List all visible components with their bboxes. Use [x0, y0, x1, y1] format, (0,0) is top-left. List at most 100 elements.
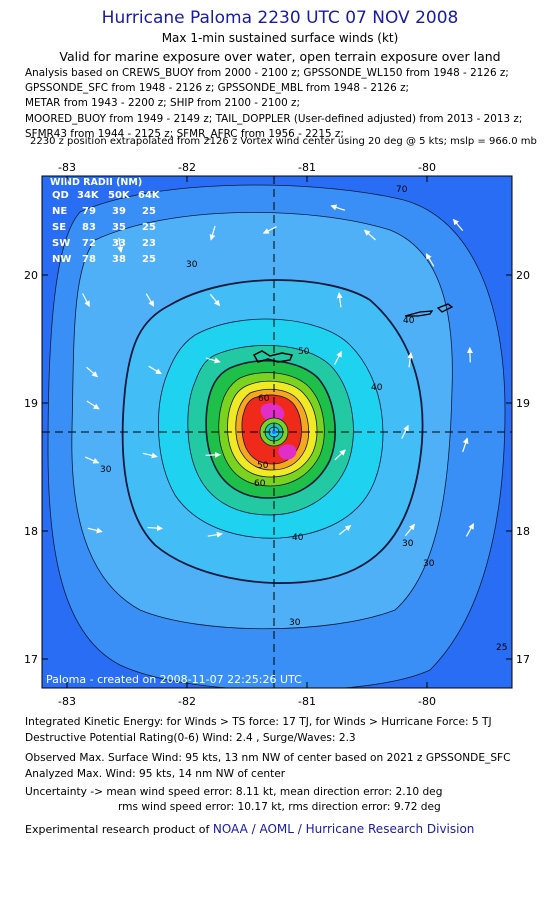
lat-tick-right: 20	[516, 269, 530, 282]
wind-vectors	[82, 204, 475, 538]
wind-radii-value: 79	[82, 206, 96, 217]
lon-tick-bottom: -81	[298, 695, 316, 708]
core-max-wind	[260, 403, 285, 423]
wind-radii-value: 23	[142, 238, 156, 249]
wind-vector	[334, 350, 342, 365]
wind-vector	[87, 527, 103, 534]
wind-vector	[262, 226, 277, 234]
position-note: 2230 z position extrapolated from 2126 z…	[30, 136, 537, 147]
wind-vector	[330, 204, 346, 211]
analysis-line: Analysis based on CREWS_BUOY from 2000 -…	[25, 67, 509, 79]
contour-label: 30	[186, 260, 198, 270]
lon-tick-top: -83	[58, 161, 76, 174]
wind-vector	[145, 293, 155, 307]
analyzed-max-line: Analyzed Max. Wind: 95 kts, 14 nm NW of …	[25, 768, 286, 780]
wind-radii-value: 78	[82, 254, 96, 265]
wind-radii-quadrant: SE	[52, 222, 66, 233]
uncertainty-line: Uncertainty -> mean wind speed error: 8.…	[25, 786, 443, 798]
wind-vector	[147, 525, 163, 532]
wind-radii-quadrant: NE	[52, 206, 67, 217]
wind-radii-header: QD	[52, 190, 69, 201]
wind-radii-value: 25	[142, 206, 156, 217]
island-cayman-brac	[404, 303, 454, 317]
wind-radii-value: 39	[112, 206, 126, 217]
lon-tick-top: -82	[178, 161, 196, 174]
wind-vector	[86, 366, 98, 378]
wind-vector	[466, 347, 473, 363]
analysis-line: MOORED_BUOY from 1949 - 2149 z; TAIL_DOP…	[25, 112, 523, 125]
credit-line: Experimental research product of NOAA / …	[25, 822, 474, 836]
contour-label: 60	[254, 479, 266, 489]
wind-vector	[209, 225, 216, 241]
tick-marks	[42, 176, 512, 688]
wind-vector	[401, 424, 409, 439]
lat-tick-right: 17	[516, 653, 530, 666]
wind-radii-value: 25	[142, 254, 156, 265]
wind-radii-table: WIND RADII (NM) QD 34K 50K 64K NE 79 39 …	[50, 177, 161, 265]
ike-line: Integrated Kinetic Energy: for Winds > T…	[25, 716, 492, 728]
wind-vector	[205, 451, 221, 458]
wind-vector	[336, 292, 343, 308]
wind-radii-title: WIND RADII (NM)	[50, 177, 142, 188]
contour-label: 70	[396, 185, 408, 195]
wind-radii-value: 83	[82, 222, 96, 233]
wind-radii-value: 38	[112, 254, 126, 265]
wind-vector	[334, 449, 346, 461]
wind-radii-value: 72	[82, 238, 96, 249]
wind-vector	[86, 400, 100, 410]
wind-radii-value: 25	[142, 222, 156, 233]
wind-vector	[425, 253, 435, 267]
contour-label: 50	[257, 461, 269, 471]
validity-note: Valid for marine exposure over water, op…	[59, 49, 501, 64]
analysis-line: METAR from 1943 - 2200 z; SHIP from 2100…	[25, 97, 301, 110]
contour-label: 30	[100, 465, 112, 475]
plot-frame	[41, 175, 513, 689]
wind-vector	[462, 437, 469, 453]
contour-label: 40	[403, 316, 415, 326]
lon-tick-top: -80	[418, 161, 436, 174]
wind-vector	[404, 523, 416, 537]
contour-label: 30	[423, 559, 435, 569]
lat-tick-right: 19	[516, 397, 530, 410]
wind-radii-value: 33	[112, 238, 126, 249]
wind-vector	[142, 452, 158, 459]
lat-tick-left: 19	[24, 397, 38, 410]
wind-vector	[465, 523, 475, 537]
analysis-sources: Analysis based on CREWS_BUOY from 2000 -…	[25, 66, 522, 142]
wind-vector	[364, 229, 376, 241]
dpr-line: Destructive Potential Rating(0-6) Wind: …	[25, 732, 356, 744]
contour-field: 70 30 40 50 60 40 30 30 30 25 30 40 60 5…	[42, 176, 512, 688]
lon-tick-bottom: -80	[418, 695, 436, 708]
lat-tick-left: 20	[24, 269, 38, 282]
wind-vector	[85, 456, 100, 464]
contour-label: 40	[292, 533, 304, 543]
contour-labels: 70 30 40 50 60 40 30 30 30 25 30 40 60 5…	[100, 185, 507, 653]
analysis-line: GPSSONDE_SFC from 1948 - 2126 z; GPSSOND…	[25, 82, 410, 95]
noaa-aoml-hrd-link[interactable]: NOAA / AOML / Hurricane Research Divisio…	[212, 822, 475, 836]
wind-vector	[148, 365, 162, 375]
contour-label: 50	[298, 347, 310, 357]
lon-tick-top: -81	[298, 161, 316, 174]
wind-radii-value: 35	[112, 222, 126, 233]
observed-max-line: Observed Max. Surface Wind: 95 kts, 13 n…	[25, 752, 511, 764]
lat-tick-left: 17	[24, 653, 38, 666]
wind-vector	[205, 357, 221, 364]
storm-eye	[272, 430, 276, 434]
contour-label: 60	[258, 394, 270, 404]
wind-radii-quadrant: NW	[52, 254, 71, 265]
map-credit: Paloma - created on 2008-11-07 22:25:26 …	[46, 673, 302, 686]
lon-tick-bottom: -83	[58, 695, 76, 708]
wind-vector	[82, 293, 90, 308]
wind-vector	[338, 524, 352, 536]
wind-radii-header: 64K	[138, 190, 161, 201]
wind-map: -83 -82 -81 -80 70 30 40 50	[24, 161, 530, 708]
uncertainty-rms-line: rms wind speed error: 10.17 kt, rms dire…	[118, 801, 441, 813]
wind-vector	[452, 218, 464, 232]
analysis-line: SFMR43 from 1944 - 2125 z; SFMR_AFRC fro…	[25, 127, 344, 140]
wind-vector	[207, 531, 223, 538]
lon-tick-bottom: -82	[178, 695, 196, 708]
lat-tick-right: 18	[516, 525, 530, 538]
contour-label: 30	[289, 618, 301, 628]
contour-label: 40	[371, 383, 383, 393]
core-max-wind	[278, 444, 297, 460]
